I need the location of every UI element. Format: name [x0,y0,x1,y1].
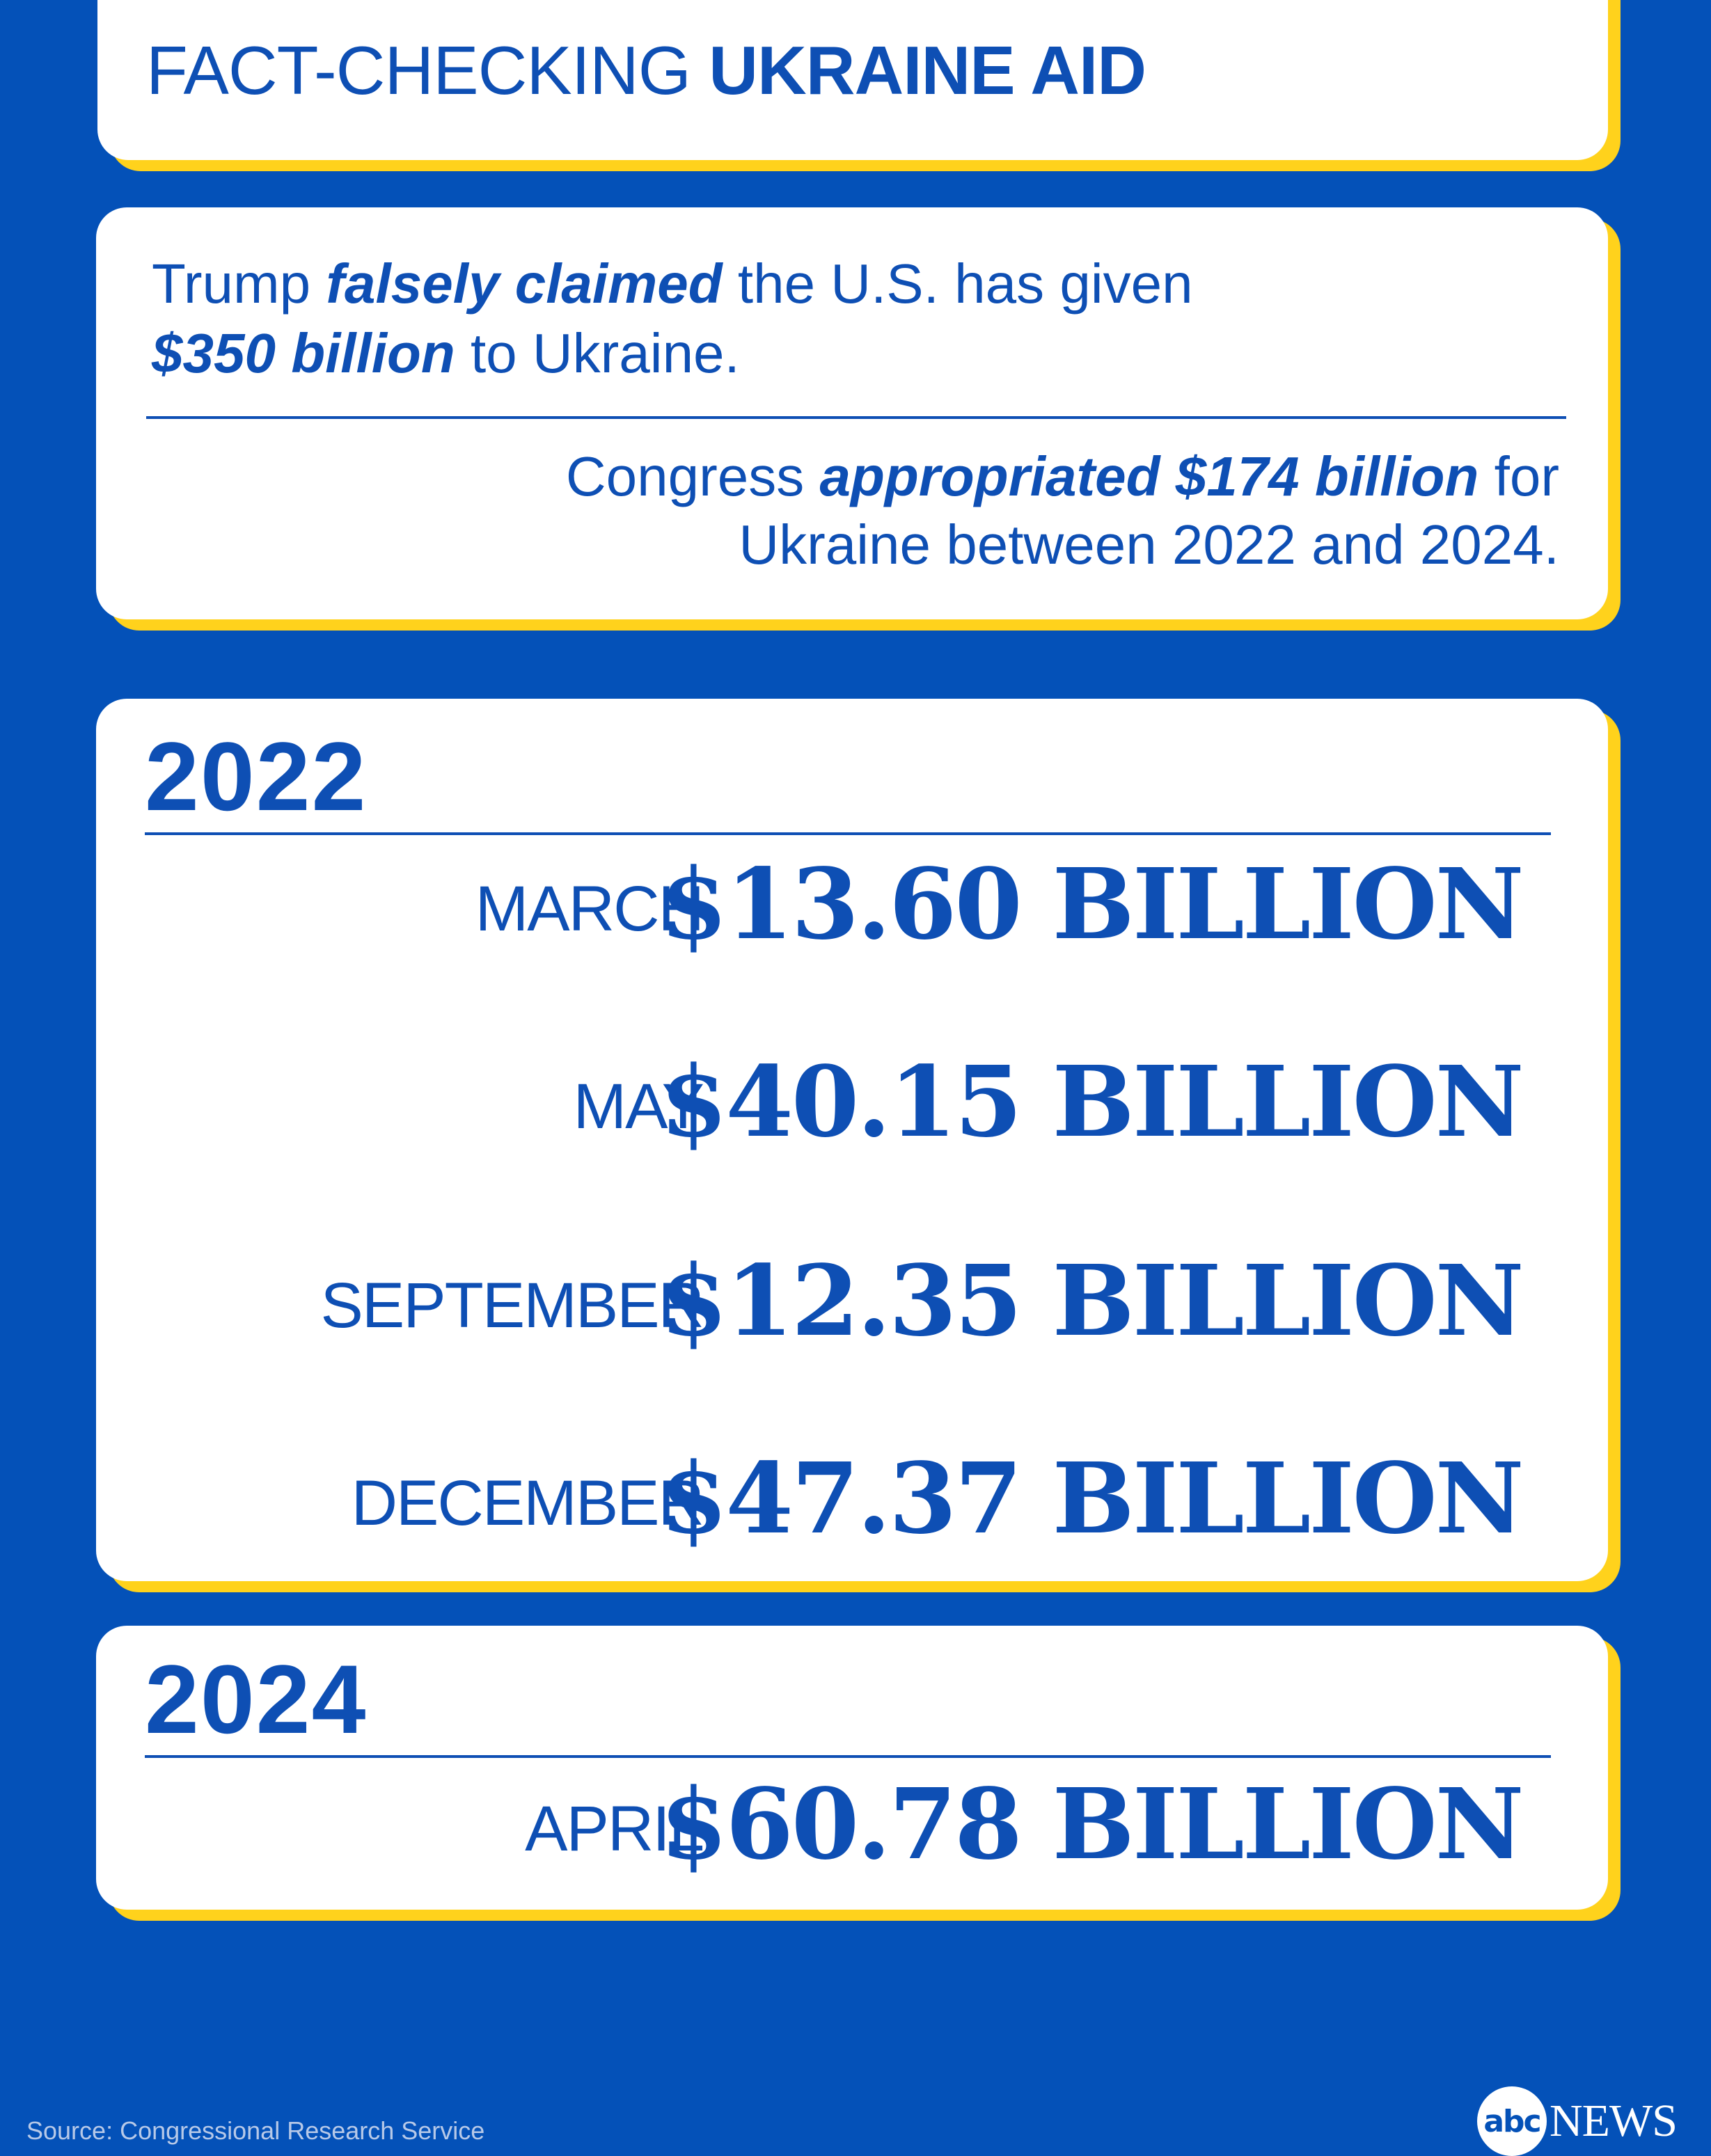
aid-amount: $12.35 BILLION [660,1244,1524,1358]
month-label: MAY [573,1071,704,1142]
abc-news-logo: abc NEWS [1477,2086,1678,2156]
title-emphasis: UKRAINE AID [709,32,1146,109]
aid-amount: $60.78 BILLION [660,1768,1524,1882]
title-card: FACT-CHECKING UKRAINE AID [97,0,1608,160]
claim-text-a: the U.S. has given [737,253,1193,315]
month-label: MARCH [475,873,704,944]
year-heading: 2024 [145,1644,368,1754]
claim-text-b: to Ukraine. [470,322,740,384]
claim-subject: Trump [152,253,311,315]
aid-amount: $13.60 BILLION [660,848,1524,962]
aid-amount: $40.15 BILLION [660,1045,1524,1159]
fact-text-b: Ukraine between 2022 and 2024. [739,514,1559,576]
claim-verdict: falsely claimed [326,253,723,315]
title-prefix: FACT-CHECKING [146,32,691,109]
year-card-2024: 2024 APRIL $60.78 BILLION [96,1626,1608,1910]
page-title: FACT-CHECKING UKRAINE AID [146,36,1146,104]
fact-amount: appropriated $174 billion [819,445,1479,507]
aid-amount: $47.37 BILLION [660,1442,1524,1556]
year-divider [145,832,1551,835]
claim-card: Trump falsely claimed the U.S. has given… [96,207,1608,619]
month-label: APRIL [525,1793,704,1864]
claim-divider [146,416,1566,419]
aid-row: DECEMBER $47.37 BILLION [96,1443,1608,1555]
aid-row: MARCH $13.60 BILLION [96,849,1608,960]
year-divider [145,1755,1551,1758]
year-card-2022: 2022 MARCH $13.60 BILLION MAY $40.15 BIL… [96,699,1608,1581]
year-heading: 2022 [145,722,368,831]
month-label: DECEMBER [351,1468,704,1539]
claim-amount: $350 billion [152,322,455,384]
aid-row: SEPTEMBER $12.35 BILLION [96,1246,1608,1357]
source-note: Source: Congressional Research Service [26,2116,485,2145]
fact-statement: Congress appropriated $174 billion for U… [566,443,1559,579]
aid-row: APRIL $60.78 BILLION [96,1769,1608,1880]
news-wordmark: NEWS [1550,2095,1678,2146]
claim-statement: Trump falsely claimed the U.S. has given… [152,249,1193,388]
aid-row: MAY $40.15 BILLION [96,1047,1608,1158]
abc-logo-icon: abc [1477,2086,1547,2156]
fact-text-a: for [1494,445,1559,507]
fact-subject: Congress [565,445,805,507]
month-label: SEPTEMBER [320,1270,704,1341]
